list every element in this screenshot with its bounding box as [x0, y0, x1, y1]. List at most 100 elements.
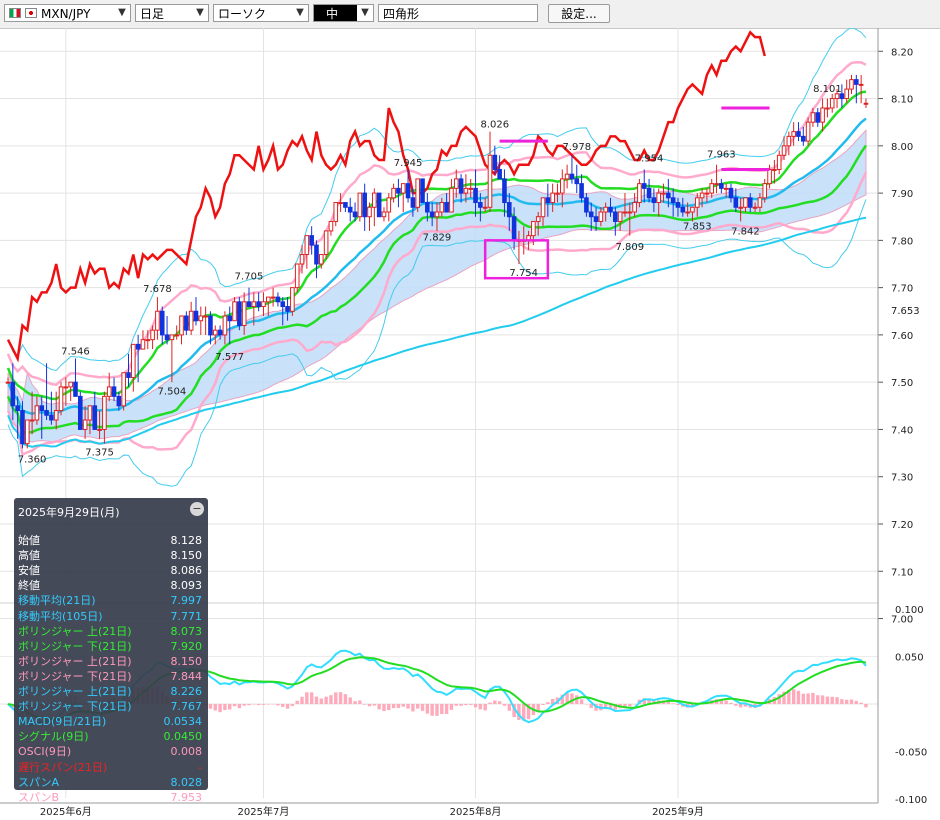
info-row-label: 終値	[18, 579, 40, 593]
bollinger-2sigma-lower	[6, 171, 868, 457]
chevron-down-icon[interactable]: ▼	[196, 7, 204, 18]
price-annotation: 7.504	[158, 386, 187, 397]
line-style-select[interactable]: 中 ▼	[313, 4, 374, 22]
candle-body	[256, 301, 261, 308]
candle-body	[685, 211, 690, 214]
osci-bar	[382, 704, 386, 712]
info-row-label: ボリンジャー 下(21日)	[18, 700, 132, 714]
candle-body	[723, 187, 729, 190]
price-chart[interactable]: 7.546 7.360 7.375 7.678 7.504 7.705 7.577 7.945…	[0, 28, 940, 820]
osci-bar	[401, 704, 405, 707]
candle-body	[174, 334, 179, 337]
symbol-select[interactable]: MXN/JPY ▼	[4, 4, 131, 22]
timeframe-value: 日足	[140, 7, 165, 21]
osci-bar	[864, 704, 868, 708]
candle-body	[352, 211, 358, 218]
macd-tick-label: -0.050	[895, 748, 927, 759]
candle-body	[343, 202, 348, 208]
info-row-value: 0.0450	[163, 730, 203, 744]
candle-body	[603, 206, 608, 213]
info-panel: 2025年9月29日(月) − 始値 8.128 高値 8.150 安値 8.086 終値 8…	[14, 498, 208, 804]
candle-body	[733, 197, 739, 208]
candle-body	[458, 178, 464, 194]
candle-body	[222, 315, 228, 336]
info-row-label: ボリンジャー 下(21日)	[18, 639, 132, 653]
price-axis: 8.20 8.10 8.00 7.90 7.80 7.70 7.60 7.50 7.40 7.30…	[878, 47, 920, 626]
candle-body	[184, 315, 189, 331]
close-icon[interactable]: −	[190, 502, 204, 516]
osci-bar	[502, 704, 507, 706]
candle-body	[661, 192, 666, 195]
price-tick-label: 7.80	[891, 236, 913, 247]
japan-flag-icon	[25, 8, 37, 18]
osci-bar	[623, 704, 627, 708]
candle-body	[564, 173, 570, 180]
candle-body	[415, 178, 420, 208]
macd-axis: 0.100 0.050 -0.050 -0.100	[895, 605, 927, 806]
osci-bar	[796, 690, 801, 704]
osci-bar	[237, 704, 242, 709]
osci-bar	[584, 704, 589, 705]
candle-body	[540, 197, 546, 218]
osci-bar	[743, 704, 748, 707]
candle-body	[92, 405, 98, 430]
chart-type-select[interactable]: ローソク ▼	[213, 4, 309, 22]
info-row-label: 始値	[18, 534, 40, 547]
candle-body	[434, 211, 440, 218]
candle-body	[212, 329, 218, 336]
price-annotation: 8.026	[480, 120, 509, 131]
osci-bar	[816, 695, 820, 704]
info-row: ボリンジャー 上(21日) 8.073	[18, 625, 204, 639]
info-row-label: 遅行スパン(21日)	[18, 760, 108, 774]
candle-body	[858, 83, 864, 86]
osci-bar	[493, 700, 497, 704]
osci-bar	[420, 704, 425, 711]
osci-bar	[526, 704, 531, 720]
candle-body	[155, 310, 160, 331]
candle-body	[550, 192, 555, 204]
osci-bar	[825, 696, 830, 704]
osci-bar	[454, 704, 458, 706]
osci-bar	[406, 704, 410, 709]
candle-body	[709, 183, 715, 194]
candles	[5, 74, 869, 449]
candle-body	[791, 131, 796, 137]
info-row: 始値 8.128	[18, 534, 204, 548]
info-row-value: 8.128	[170, 534, 203, 547]
candle-body	[651, 197, 657, 204]
candle-body	[261, 301, 266, 308]
candle-body	[781, 145, 787, 156]
bollinger-3sigma-upper	[7, 28, 867, 372]
osci-bar	[362, 704, 367, 705]
info-row-label: スパンA	[18, 775, 60, 789]
chevron-down-icon[interactable]: ▼	[118, 7, 126, 18]
settings-button[interactable]: 設定...	[548, 4, 610, 23]
drawing-tool-field[interactable]: 四角形	[378, 4, 538, 22]
price-tick-label: 7.40	[891, 425, 913, 436]
osci-bar	[724, 700, 728, 704]
candle-body	[863, 102, 869, 105]
candle-body	[49, 414, 54, 421]
date-axis: 2025年6月 2025年7月 2025年8月 2025年9月	[40, 805, 704, 818]
osci-bar	[367, 704, 372, 707]
info-row: ボリンジャー 下(21日) 7.844	[18, 670, 204, 684]
price-tick-label: 7.90	[891, 189, 913, 200]
osci-bar	[546, 702, 550, 704]
info-row: 移動平均(105日) 7.771	[18, 610, 204, 624]
osci-bar	[791, 689, 796, 704]
candle-body	[203, 315, 208, 318]
candle-body	[829, 98, 835, 109]
osci-bar	[228, 704, 232, 710]
chevron-down-icon[interactable]: ▼	[357, 5, 373, 21]
candle-body	[106, 386, 112, 397]
chevron-down-icon[interactable]: ▼	[296, 7, 304, 18]
timeframe-select[interactable]: 日足 ▼	[135, 4, 209, 22]
candle-body	[29, 419, 35, 422]
candle-body	[545, 197, 551, 204]
candle-body	[198, 315, 204, 322]
osci-bar	[430, 704, 434, 716]
info-row-label: OSCI(9日)	[18, 745, 72, 759]
candle-body	[87, 405, 93, 421]
osci-bar	[232, 704, 237, 707]
candle-body	[752, 206, 758, 209]
